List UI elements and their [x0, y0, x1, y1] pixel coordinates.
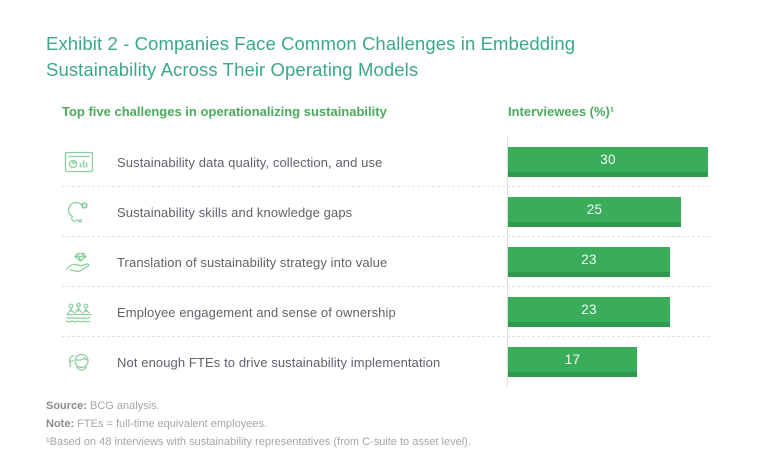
- two-people-icon: [62, 345, 96, 379]
- exhibit-title: Exhibit 2 - Companies Face Common Challe…: [46, 33, 576, 80]
- challenges-bar-chart: Sustainability data quality, collection,…: [62, 137, 710, 387]
- bar-value-label: 23: [581, 302, 597, 317]
- bar-skills-gaps: 25: [508, 197, 681, 227]
- table-row: Sustainability data quality, collection,…: [62, 137, 710, 187]
- note-label: Note:: [46, 418, 75, 430]
- source-line: Source: BCG analysis.: [46, 397, 471, 415]
- note-text: FTEs = full-time equivalent employees.: [74, 418, 267, 430]
- challenge-label: Sustainability data quality, collection,…: [117, 154, 383, 170]
- table-row: Translation of sustainability strategy i…: [62, 237, 710, 287]
- challenge-label: Not enough FTEs to drive sustainability …: [117, 354, 441, 370]
- bar-data-quality: 30: [508, 147, 708, 177]
- note-line: Note: FTEs = full-time equivalent employ…: [46, 415, 471, 433]
- dashboard-chart-icon: [62, 145, 96, 179]
- table-row: Not enough FTEs to drive sustainability …: [62, 337, 710, 387]
- bar-strategy-value: 23: [508, 247, 670, 277]
- challenges-column-header: Top five challenges in operationalizing …: [62, 104, 387, 119]
- bar-not-enough-ftes: 17: [508, 347, 637, 377]
- bar-value-label: 30: [600, 152, 616, 167]
- hand-diamond-icon: [62, 245, 96, 279]
- bar-value-label: 23: [581, 252, 597, 267]
- bar-chart-axis-line: [507, 137, 508, 387]
- source-label: Source:: [46, 400, 87, 412]
- rowing-team-icon: [62, 295, 96, 329]
- source-text: BCG analysis.: [86, 400, 160, 412]
- head-gear-icon: [62, 195, 96, 229]
- bar-employee-engagement: 23: [508, 297, 670, 327]
- table-row: Sustainability skills and knowledge gaps…: [62, 187, 710, 237]
- footnote-line: ¹Based on 48 interviews with sustainabil…: [46, 436, 471, 448]
- interviewees-column-header: Interviewees (%)¹: [508, 104, 615, 119]
- table-row: Employee engagement and sense of ownersh…: [62, 287, 710, 337]
- bar-value-label: 25: [586, 202, 603, 217]
- challenge-label: Translation of sustainability strategy i…: [117, 254, 388, 270]
- bar-value-label: 17: [564, 352, 581, 367]
- challenge-label: Sustainability skills and knowledge gaps: [117, 204, 353, 220]
- challenge-label: Employee engagement and sense of ownersh…: [117, 304, 396, 320]
- footer-notes: Source: BCG analysis. Note: FTEs = full-…: [46, 397, 471, 451]
